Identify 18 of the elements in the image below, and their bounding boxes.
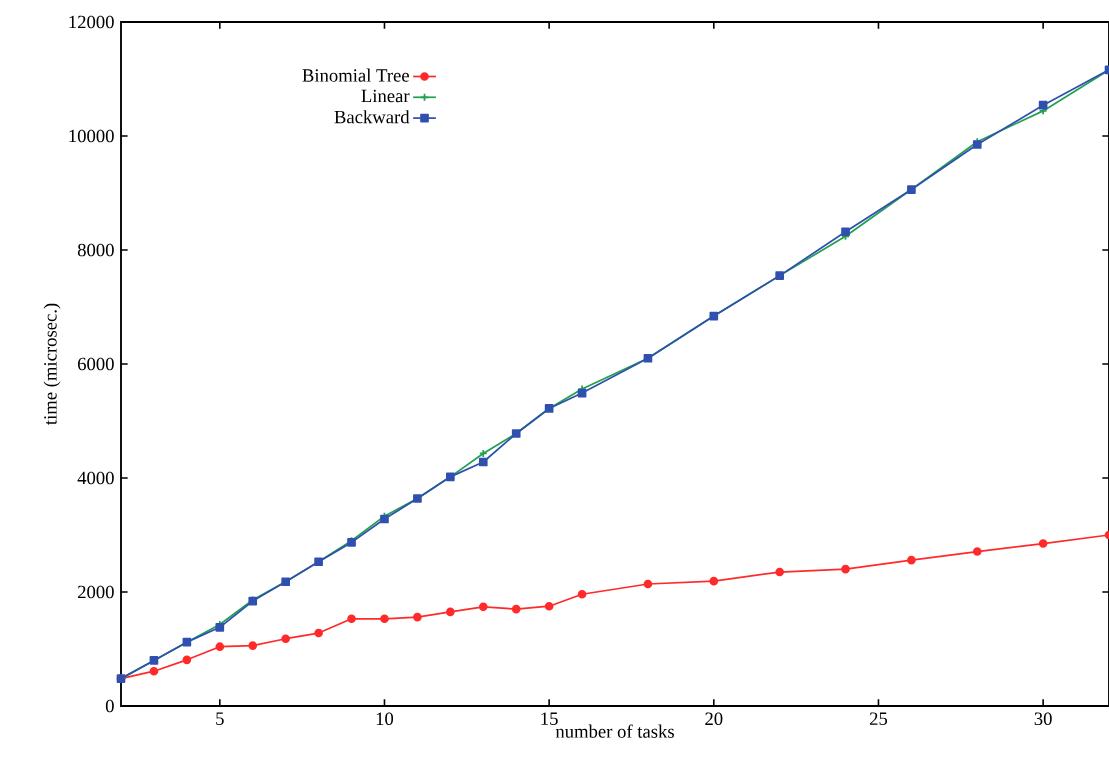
x-tick-label: 10 [376, 712, 394, 726]
x-tick-label: 15 [541, 712, 558, 725]
x-axis-title: number of tasks [555, 724, 674, 738]
x-tick-label: 20 [705, 712, 723, 726]
y-tick-label: 12000 [69, 15, 114, 29]
y-tick-label: 0 [105, 699, 114, 713]
x-tick-label: 5 [216, 712, 224, 725]
y-tick-label: 4000 [77, 471, 114, 485]
y-tick-label: 2000 [78, 585, 114, 599]
y-tick-label: 8000 [77, 243, 114, 257]
legend-label: Backward [334, 110, 410, 124]
y-tick-label: 6000 [77, 357, 114, 371]
y-axis-title: time (microsec.) [43, 303, 61, 425]
x-tick-label: 30 [1034, 712, 1052, 726]
legend-label: Binomial Tree [302, 68, 409, 82]
y-tick-label: 10000 [69, 129, 114, 143]
legend-label: Linear [361, 89, 410, 103]
x-tick-label: 25 [869, 712, 888, 726]
